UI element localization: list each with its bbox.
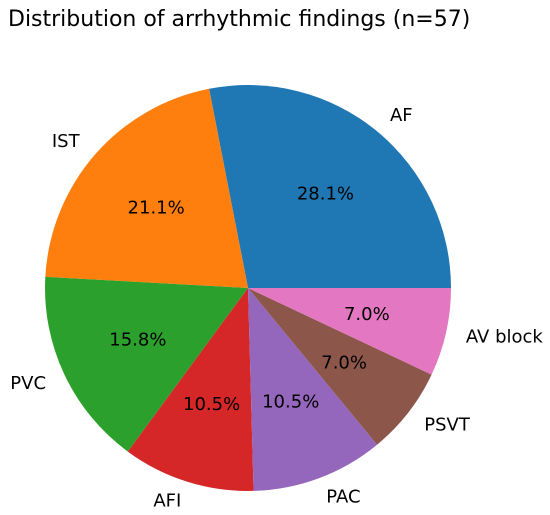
pie-category-label-psvt: PSVT	[424, 415, 471, 436]
pie-percent-label-psvt: 7.0%	[321, 352, 367, 373]
pie-percent-label-pvc: 15.8%	[109, 329, 166, 350]
pie-slice-afi	[127, 288, 254, 491]
pie-percent-label-ist: 21.1%	[128, 198, 185, 219]
pie-category-label-afi: AFI	[153, 491, 181, 512]
pie-percent-label-av-block: 7.0%	[344, 304, 390, 325]
pie-slice-psvt	[248, 288, 432, 445]
pie-slice-pac	[248, 288, 378, 491]
pie-labels: 28.1% AF 21.1% IST 15.8% PVC 10.5% AFI 10.5% PAC 7…	[10, 105, 543, 511]
pie-slice-pvc	[45, 276, 249, 452]
pie-slices	[45, 85, 451, 491]
pie-category-label-pvc: PVC	[10, 373, 46, 394]
pie-percent-label-af: 28.1%	[297, 183, 354, 204]
pie-slice-ist	[45, 88, 249, 289]
chart-title: Distribution of arrhythmic findings (n=5…	[8, 7, 470, 32]
pie-category-label-pac: PAC	[326, 487, 360, 508]
pie-slice-av-block	[248, 288, 451, 375]
pie-percent-label-afi: 10.5%	[183, 394, 240, 415]
pie-category-label-av-block: AV block	[466, 326, 544, 347]
pie-percent-label-pac: 10.5%	[262, 392, 319, 413]
pie-category-label-ist: IST	[52, 131, 81, 152]
pie-slice-af	[209, 85, 451, 288]
pie-category-label-af: AF	[390, 105, 413, 126]
